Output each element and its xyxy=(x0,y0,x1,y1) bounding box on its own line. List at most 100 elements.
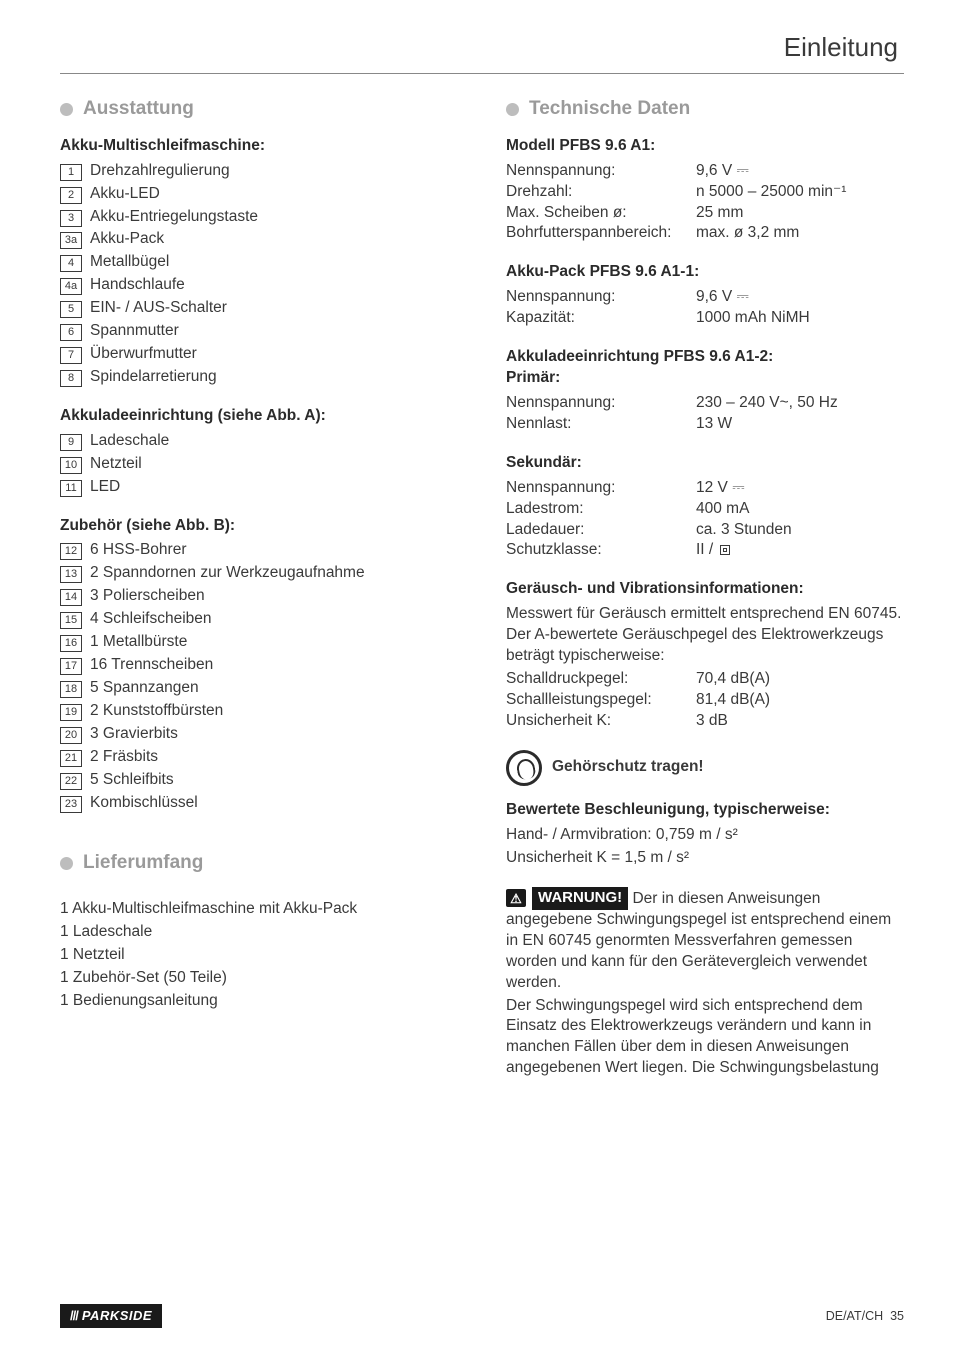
brand-badge: ///PARKSIDE xyxy=(60,1304,162,1328)
kv-value: 25 mm xyxy=(696,203,904,224)
kv-row: Unsicherheit K:3 dB xyxy=(506,711,904,732)
list-item: 1 Akku-Multischleifmaschine mit Akku-Pac… xyxy=(60,899,458,920)
list-item: 5EIN- / AUS-Schalter xyxy=(60,298,458,319)
list-item: 161 Metallbürste xyxy=(60,632,458,653)
item-text: Netzteil xyxy=(90,454,142,475)
kv-row: Nennspannung:9,6 V ⎓ xyxy=(506,287,904,308)
parts-list-machine: 1Drehzahlregulierung2Akku-LED3Akku-Entri… xyxy=(60,161,458,388)
kv-key: Schalldruckpegel: xyxy=(506,669,696,690)
list-item: 2Akku-LED xyxy=(60,184,458,205)
item-text: Spannmutter xyxy=(90,321,179,342)
ear-protection-icon xyxy=(506,750,542,786)
list-item: 1 Zubehör-Set (50 Teile) xyxy=(60,968,458,989)
kv-key: Kapazität: xyxy=(506,308,696,329)
list-item: 192 Kunststoffbürsten xyxy=(60,701,458,722)
item-number-box: 12 xyxy=(60,543,82,560)
item-number-box: 22 xyxy=(60,773,82,790)
list-item: 143 Polierscheiben xyxy=(60,586,458,607)
kv-row: Schalldruckpegel:70,4 dB(A) xyxy=(506,669,904,690)
kv-value: 70,4 dB(A) xyxy=(696,669,904,690)
delivery-list: 1 Akku-Multischleifmaschine mit Akku-Pac… xyxy=(60,899,458,1012)
item-number-box: 8 xyxy=(60,370,82,387)
kv-pack: Nennspannung:9,6 V ⎓Kapazität:1000 mAh N… xyxy=(506,287,904,329)
kv-value: 12 V ⎓ xyxy=(696,478,904,499)
list-item: 126 HSS-Bohrer xyxy=(60,540,458,561)
list-item: 4aHandschlaufe xyxy=(60,275,458,296)
list-item: 9Ladeschale xyxy=(60,431,458,452)
accel-line-2: Unsicherheit K = 1,5 m / s² xyxy=(506,848,904,869)
parts-list-charger: 9Ladeschale 10 Netzteil11LED xyxy=(60,431,458,498)
ear-protection-text: Gehörschutz tragen! xyxy=(552,757,704,778)
item-number-box: 1 xyxy=(60,164,82,181)
subhead-model: Modell PFBS 9.6 A1: xyxy=(506,136,904,157)
kv-key: Drehzahl: xyxy=(506,182,696,203)
kv-secondary: Nennspannung:12 V ⎓Ladestrom:400 mALaded… xyxy=(506,478,904,562)
subhead-pack: Akku-Pack PFBS 9.6 A1-1: xyxy=(506,262,904,283)
item-text: Drehzahlregulierung xyxy=(90,161,230,182)
kv-value: 9,6 V ⎓ xyxy=(696,287,904,308)
section-head-technische: Technische Daten xyxy=(506,96,904,122)
item-text: 5 Schleifbits xyxy=(90,770,174,791)
list-item: 10 Netzteil xyxy=(60,454,458,475)
kv-noise: Schalldruckpegel:70,4 dB(A)Schallleistun… xyxy=(506,669,904,732)
section-head-ausstattung: Ausstattung xyxy=(60,96,458,122)
item-number-box: 10 xyxy=(60,457,82,474)
warning-triangle-icon: ⚠ xyxy=(506,889,526,907)
page-number: DE/AT/CH 35 xyxy=(826,1308,904,1325)
item-number-box: 4 xyxy=(60,255,82,272)
noise-intro: Messwert für Geräusch ermittelt entsprec… xyxy=(506,604,904,667)
kv-row: Ladestrom:400 mA xyxy=(506,499,904,520)
item-text: Akku-Entriegelungstaste xyxy=(90,207,258,228)
list-item: 154 Schleifscheiben xyxy=(60,609,458,630)
item-text: LED xyxy=(90,477,120,498)
kv-key: Bohrfutterspannbereich: xyxy=(506,223,696,244)
list-item: 23Kombischlüssel xyxy=(60,793,458,814)
item-text: Akku-LED xyxy=(90,184,160,205)
kv-value: 3 dB xyxy=(696,711,904,732)
list-item: 1 Netzteil xyxy=(60,945,458,966)
kv-key: Ladestrom: xyxy=(506,499,696,520)
list-item: 11LED xyxy=(60,477,458,498)
item-number-box: 20 xyxy=(60,727,82,744)
item-number-box: 3a xyxy=(60,232,82,249)
bullet-icon xyxy=(60,857,73,870)
item-text: Handschlaufe xyxy=(90,275,185,296)
kv-key: Nennspannung: xyxy=(506,161,696,182)
list-item: 1 Bedienungsanleitung xyxy=(60,991,458,1012)
kv-value: 13 W xyxy=(696,414,904,435)
right-column: Technische Daten Modell PFBS 9.6 A1: Nen… xyxy=(506,96,904,1081)
kv-row: Nennlast:13 W xyxy=(506,414,904,435)
list-item: 1716 Trennscheiben xyxy=(60,655,458,676)
item-text: 2 Fräsbits xyxy=(90,747,158,768)
subhead-accessories: Zubehör (siehe Abb. B): xyxy=(60,516,458,537)
kv-row: Schallleistungspegel:81,4 dB(A) xyxy=(506,690,904,711)
kv-row: Ladedauer:ca. 3 Stunden xyxy=(506,520,904,541)
kv-row: Kapazität:1000 mAh NiMH xyxy=(506,308,904,329)
list-item: 3aAkku-Pack xyxy=(60,229,458,250)
item-number-box: 13 xyxy=(60,566,82,583)
kv-value: ca. 3 Stunden xyxy=(696,520,904,541)
list-item: 185 Spannzangen xyxy=(60,678,458,699)
subhead-accel: Bewertete Beschleunigung, typischerweise… xyxy=(506,800,904,821)
kv-value: 9,6 V ⎓ xyxy=(696,161,904,182)
item-text: 3 Polierscheiben xyxy=(90,586,205,607)
kv-row: Drehzahl:n 5000 – 25000 min⁻¹ xyxy=(506,182,904,203)
section-title: Lieferumfang xyxy=(83,850,203,876)
warning-label: WARNUNG! xyxy=(532,887,628,910)
class2-icon xyxy=(720,545,730,555)
list-item: 21 2 Fräsbits xyxy=(60,747,458,768)
kv-key: Max. Scheiben ø: xyxy=(506,203,696,224)
kv-key: Nennspannung: xyxy=(506,393,696,414)
item-number-box: 19 xyxy=(60,704,82,721)
item-number-box: 21 xyxy=(60,750,82,767)
page-footer: ///PARKSIDE DE/AT/CH 35 xyxy=(60,1304,904,1328)
section-title: Technische Daten xyxy=(529,96,690,122)
item-text: 16 Trennscheiben xyxy=(90,655,213,676)
item-number-box: 5 xyxy=(60,301,82,318)
ear-protection-row: Gehörschutz tragen! xyxy=(506,750,904,786)
kv-row: Bohrfutterspannbereich:max. ø 3,2 mm xyxy=(506,223,904,244)
subhead-noise: Geräusch- und Vibrationsinformationen: xyxy=(506,579,904,600)
kv-row: Max. Scheiben ø:25 mm xyxy=(506,203,904,224)
kv-row: Schutzklasse:II / xyxy=(506,540,904,561)
item-number-box: 6 xyxy=(60,324,82,341)
